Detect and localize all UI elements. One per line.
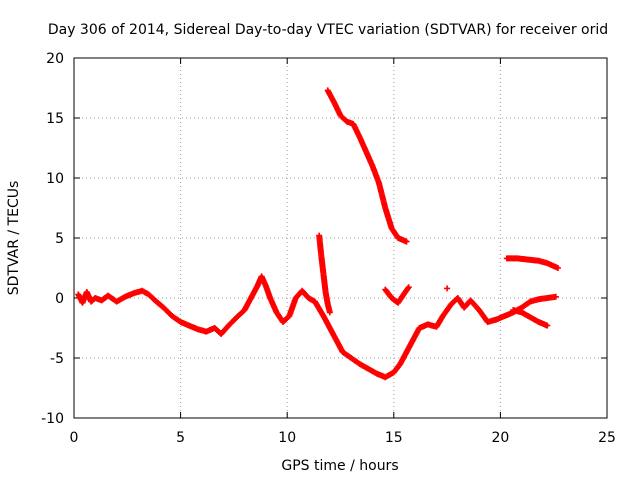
data-point bbox=[326, 309, 333, 316]
data-point bbox=[554, 265, 561, 271]
y-tick-label: 20 bbox=[46, 51, 64, 67]
y-tick-label: 5 bbox=[55, 231, 64, 247]
y-tick-label: 15 bbox=[46, 111, 64, 127]
x-tick-label: 25 bbox=[598, 430, 616, 446]
data-point bbox=[404, 285, 411, 292]
series-branch-b bbox=[324, 87, 410, 245]
data-point bbox=[403, 238, 410, 245]
tick-labels: 0 5 10 15 20 25 -10 -5 0 5 10 15 20 bbox=[41, 51, 616, 446]
series-branch-d bbox=[510, 307, 551, 329]
data-point bbox=[405, 284, 412, 291]
series-isolated bbox=[444, 285, 451, 292]
data-point bbox=[552, 293, 559, 300]
y-tick-label: 10 bbox=[46, 171, 64, 187]
data-marks bbox=[75, 87, 561, 381]
series-branch-e bbox=[382, 284, 412, 306]
x-tick-label: 20 bbox=[491, 430, 509, 446]
chart-title: Day 306 of 2014, Sidereal Day-to-day VTE… bbox=[48, 22, 608, 38]
series-branch-c bbox=[503, 255, 561, 271]
x-tick-label: 5 bbox=[176, 430, 185, 446]
data-point bbox=[444, 285, 451, 292]
y-tick-label: -10 bbox=[41, 411, 64, 427]
x-axis-label: GPS time / hours bbox=[281, 458, 398, 474]
x-tick-label: 15 bbox=[385, 430, 403, 446]
data-point bbox=[544, 322, 551, 329]
series-main bbox=[75, 273, 559, 381]
ticks bbox=[73, 57, 608, 419]
x-tick-label: 10 bbox=[278, 430, 296, 446]
y-axis-label: SDTVAR / TECUs bbox=[6, 181, 22, 296]
series-branch-a bbox=[316, 232, 333, 316]
grid bbox=[74, 58, 607, 418]
x-tick-label: 0 bbox=[70, 430, 79, 446]
y-tick-label: -5 bbox=[50, 351, 64, 367]
y-tick-label: 0 bbox=[55, 291, 64, 307]
